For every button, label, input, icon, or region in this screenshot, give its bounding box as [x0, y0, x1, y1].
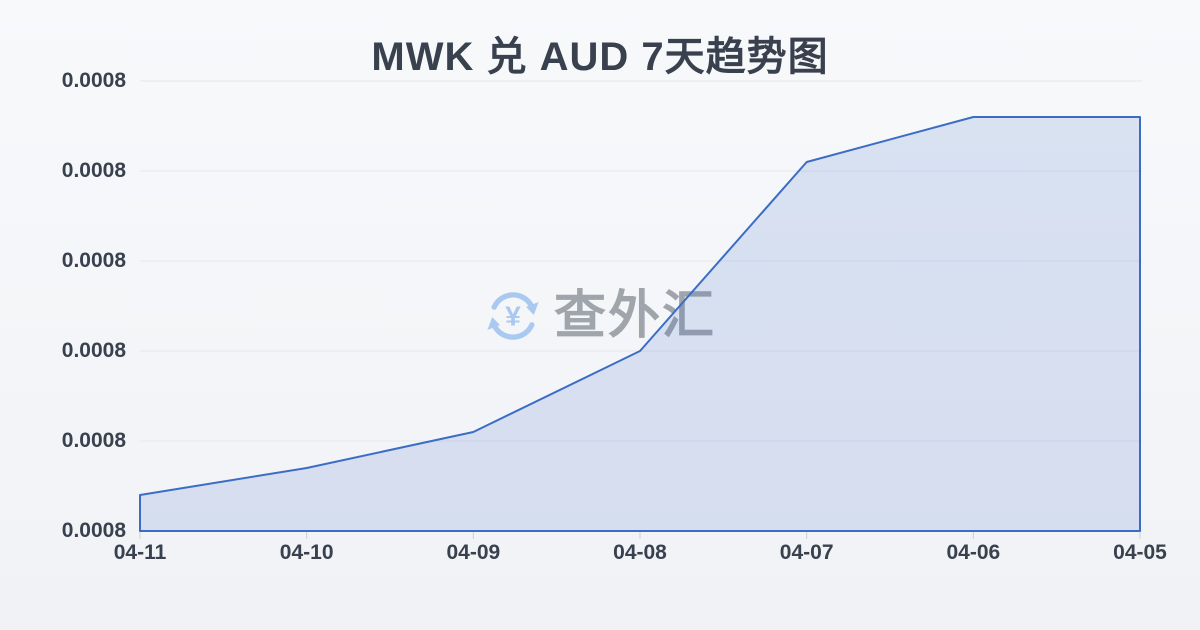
x-axis-tick-label: 04-06 [946, 541, 1001, 564]
x-axis-tick-label: 04-11 [113, 541, 167, 564]
x-axis-tick-label: 04-10 [279, 541, 334, 564]
y-axis-tick-label: 0.0008 [61, 429, 126, 452]
currency-exchange-icon: ¥ [487, 292, 539, 340]
yen-symbol: ¥ [505, 301, 521, 332]
x-axis-tick-label: 04-08 [613, 541, 667, 564]
trend-area-series [139, 116, 1141, 532]
y-axis-tick-label: 0.0008 [61, 519, 126, 542]
x-axis-tick-label: 04-07 [779, 541, 834, 564]
y-axis-tick-label: 0.0008 [61, 69, 126, 92]
x-axis-tick-label: 04-09 [446, 541, 501, 564]
y-axis-tick-label: 0.0008 [61, 249, 126, 272]
y-axis-tick-label: 0.0008 [61, 339, 126, 362]
x-axis-tick-label: 04-05 [1113, 541, 1167, 564]
chart-title: MWK 兑 AUD 7天趋势图 [371, 35, 829, 79]
y-axis-tick-label: 0.0008 [61, 159, 126, 182]
